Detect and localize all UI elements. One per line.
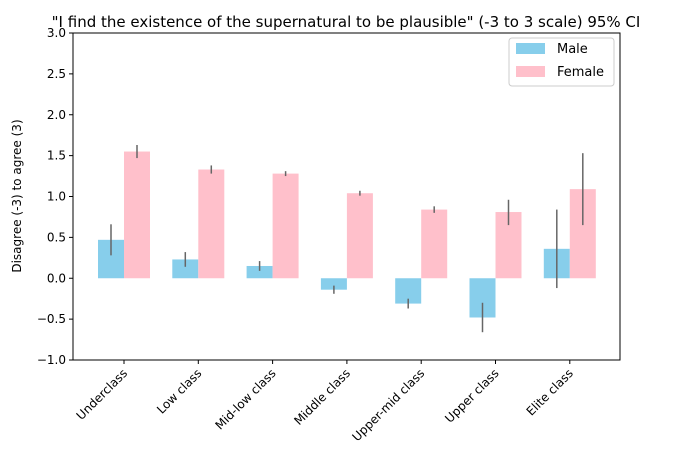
x-tick-label: Low class <box>154 366 204 416</box>
y-tick-label: 0.0 <box>47 271 66 285</box>
bar-male-middle-class <box>320 278 347 290</box>
y-tick-label: 3.0 <box>47 26 66 40</box>
plot-frame <box>72 32 621 361</box>
chart-title: "I find the existence of the supernatura… <box>52 13 641 31</box>
bar-female-low-class <box>198 169 225 279</box>
y-tick-label: 0.5 <box>47 230 66 244</box>
x-tick-label: Middle class <box>291 366 353 428</box>
x-tick-label: Mid-low class <box>212 366 278 432</box>
y-tick-label: −1.0 <box>37 353 66 367</box>
legend-label-female: Female <box>557 65 604 80</box>
bar-male-mid-low-class <box>246 265 273 279</box>
y-tick-label: 2.5 <box>47 67 66 81</box>
y-tick-label: 1.0 <box>47 190 66 204</box>
y-axis-label: Disagree (-3) to agree (3) <box>10 119 24 272</box>
bar-female-underclass <box>124 151 150 279</box>
x-tick-label: Upper-mid class <box>349 366 427 444</box>
x-tick-label: Elite class <box>524 366 576 418</box>
x-axis-ticks: Underclass Low class Mid-low class Middle c… <box>74 360 576 444</box>
bar-female-upper-mid-class <box>421 209 448 279</box>
legend-swatch-male <box>516 43 545 54</box>
legend-swatch-female <box>516 66 545 77</box>
bar-male-low-class <box>172 259 199 279</box>
x-tick-label: Upper class <box>442 366 501 425</box>
legend: Male Female <box>508 37 615 87</box>
error-bars <box>110 144 584 333</box>
x-tick-label: Underclass <box>74 366 130 422</box>
y-tick-label: 1.5 <box>47 149 66 163</box>
bar-female-middle-class <box>346 193 373 279</box>
y-tick-label: 2.0 <box>47 108 66 122</box>
y-axis-ticks: −1.0 −0.5 0.0 0.5 1.0 1.5 2.0 2.5 3.0 <box>37 26 73 367</box>
bar-female-mid-low-class <box>272 173 299 279</box>
legend-label-male: Male <box>557 42 588 57</box>
bars <box>98 151 596 318</box>
y-tick-label: −0.5 <box>37 312 66 326</box>
